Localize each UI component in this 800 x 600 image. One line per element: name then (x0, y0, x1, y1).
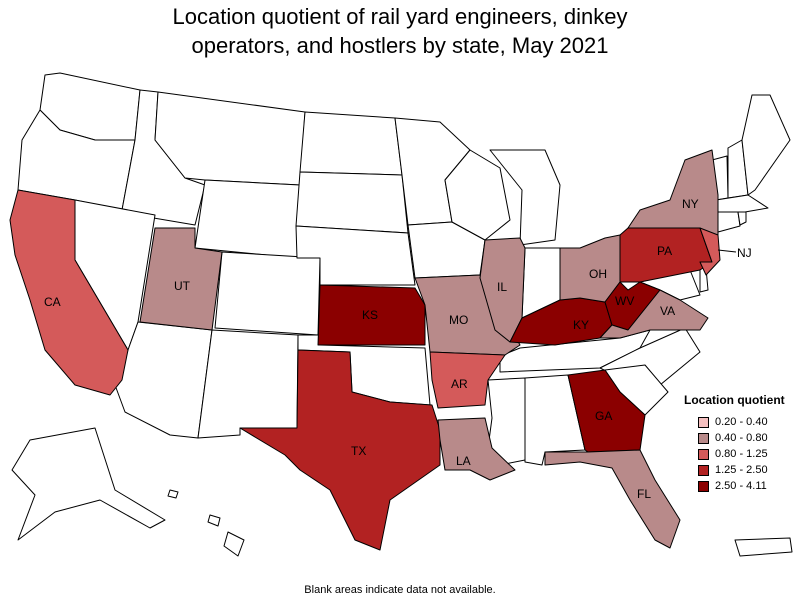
label-ky: KY (573, 318, 589, 332)
state-ct[interactable] (715, 211, 741, 233)
legend-label: 2.50 - 4.11 (715, 480, 767, 492)
label-ny: NY (682, 197, 699, 211)
label-ks: KS (362, 308, 378, 322)
legend-swatch (698, 480, 709, 492)
data-states (9, 149, 721, 551)
no-data-states (11, 72, 793, 557)
label-la: LA (456, 454, 471, 468)
label-va: VA (660, 304, 675, 318)
state-ca[interactable] (9, 189, 129, 396)
state-labels: CA UT TX KS MO AR LA IL KY OH WV VA PA N… (44, 197, 752, 501)
label-wv: WV (615, 294, 634, 308)
legend-label: 0.80 - 1.25 (715, 448, 768, 460)
state-hi[interactable] (167, 489, 245, 557)
label-ca: CA (44, 295, 61, 309)
legend-swatch (698, 464, 709, 476)
territory-pr[interactable] (734, 537, 793, 557)
label-ar: AR (451, 377, 468, 391)
legend-label: 1.25 - 2.50 (715, 464, 768, 476)
label-fl: FL (637, 487, 651, 501)
state-me[interactable] (741, 94, 791, 196)
legend-item: 0.20 - 0.40 (684, 414, 785, 430)
label-mo: MO (449, 313, 468, 327)
legend-swatch (698, 448, 709, 460)
state-tx[interactable] (239, 349, 441, 551)
label-ut: UT (174, 279, 191, 293)
footnote: Blank areas indicate data not available. (304, 584, 496, 596)
state-fl[interactable] (544, 449, 681, 549)
legend-swatch (698, 432, 709, 444)
label-tx: TX (351, 444, 366, 458)
legend-item: 0.80 - 1.25 (684, 446, 785, 462)
state-va[interactable] (599, 289, 709, 339)
legend-item: 0.40 - 0.80 (684, 430, 785, 446)
state-ga[interactable] (567, 369, 646, 453)
state-ar[interactable] (429, 351, 506, 409)
legend-item: 2.50 - 4.11 (684, 478, 785, 494)
state-sd[interactable] (295, 171, 409, 234)
state-wi[interactable] (444, 149, 511, 241)
state-ut[interactable] (139, 227, 223, 331)
legend-label: 0.40 - 0.80 (715, 432, 768, 444)
label-il: IL (497, 280, 507, 294)
label-nj: NJ (737, 246, 752, 260)
state-ak[interactable] (11, 427, 166, 541)
map-title-line-2: operators, and hostlers by state, May 20… (191, 33, 609, 58)
nj-leader-line (717, 249, 737, 253)
state-mi[interactable] (489, 149, 561, 246)
legend-item: 1.25 - 2.50 (684, 462, 785, 478)
state-wy[interactable] (194, 179, 301, 259)
state-nm[interactable] (197, 329, 299, 439)
map-title: Location quotient of rail yard engineers… (0, 2, 800, 60)
state-ri[interactable] (737, 211, 747, 226)
label-ga: GA (595, 409, 612, 423)
legend-label: 0.20 - 0.40 (715, 416, 768, 428)
label-pa: PA (657, 244, 672, 258)
state-nj[interactable] (699, 227, 721, 276)
legend-title: Location quotient (684, 393, 785, 407)
map-legend: Location quotient 0.20 - 0.40 0.40 - 0.8… (684, 393, 785, 494)
label-oh: OH (589, 267, 607, 281)
state-co[interactable] (214, 251, 321, 336)
state-ks[interactable] (317, 284, 426, 346)
state-nd[interactable] (299, 111, 403, 176)
legend-swatch (698, 416, 709, 428)
state-la[interactable] (437, 417, 516, 481)
map-title-line-1: Location quotient of rail yard engineers… (172, 4, 628, 29)
